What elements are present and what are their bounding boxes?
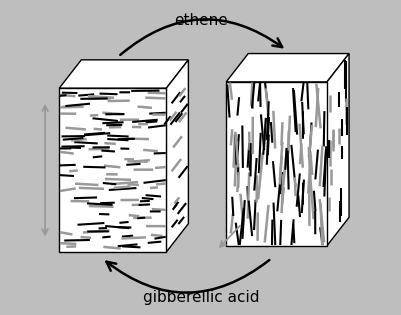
Polygon shape [166, 60, 188, 252]
Text: gibberellic acid: gibberellic acid [142, 290, 259, 305]
Text: ethene: ethene [174, 13, 227, 28]
Polygon shape [226, 54, 348, 82]
Polygon shape [326, 54, 348, 246]
Polygon shape [59, 88, 166, 252]
Polygon shape [226, 82, 326, 246]
Polygon shape [59, 60, 188, 88]
